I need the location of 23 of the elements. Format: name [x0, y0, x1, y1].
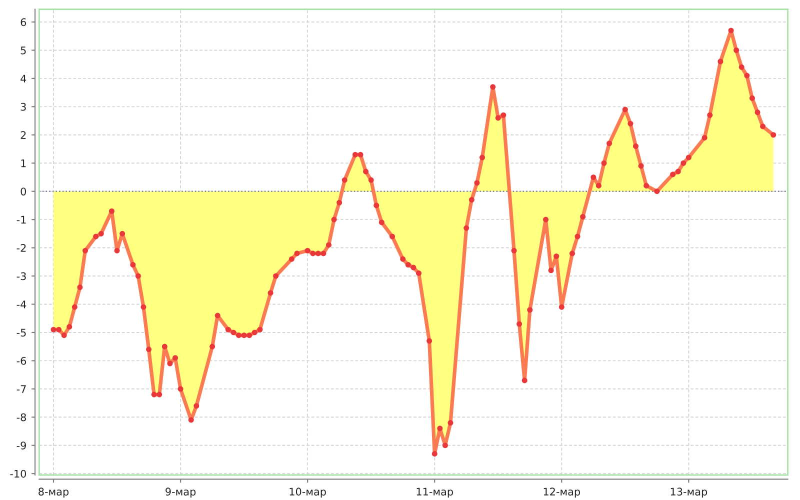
y-tick-label: 0	[20, 188, 26, 196]
y-tick-label: 1	[21, 159, 26, 168]
y-tick-label: 5	[20, 46, 26, 54]
y-tick-label: -8	[16, 413, 26, 422]
y-tick-label: -4	[16, 300, 26, 308]
y-tick-label: -10	[10, 470, 26, 478]
y-tick-label: 3	[20, 102, 26, 111]
y-tick-label: -7	[16, 385, 26, 393]
y-tick-label: -6	[16, 356, 26, 365]
x-tick-label: 8-мар	[38, 488, 69, 498]
x-tick-label: 9-мар	[166, 488, 196, 498]
y-tick-label: 6	[20, 18, 26, 26]
y-tick-label: -1	[16, 216, 26, 224]
y-tick-label: 2	[20, 131, 26, 139]
x-tick-label: 12-мар	[544, 488, 580, 498]
x-tick-label: 10-мар	[290, 488, 326, 498]
x-tick-label: 11-мар	[416, 488, 453, 498]
y-tick-label: -3	[16, 272, 26, 280]
y-tick-label: 4	[20, 74, 26, 82]
y-tick-label: -2	[16, 244, 26, 252]
y-tick-label: -5	[16, 328, 26, 337]
x-tick-label: 13-мар	[670, 488, 708, 498]
y-tick-label: -9	[16, 442, 26, 450]
